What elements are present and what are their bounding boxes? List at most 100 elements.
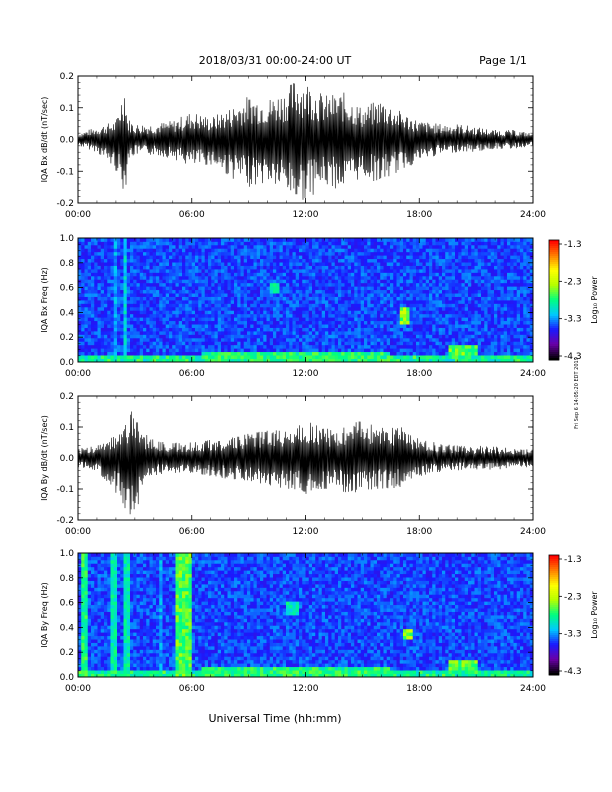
spectrogram-cell (253, 238, 258, 242)
spectrogram-cell (113, 310, 118, 315)
spectrogram-cell (182, 289, 186, 294)
spectrogram-cell (500, 310, 505, 315)
spectrogram-cell (149, 351, 154, 356)
spectrogram-cell (256, 279, 261, 284)
spectrogram-cell (256, 265, 261, 270)
spectrogram-cell (126, 341, 131, 346)
spectrogram-cell (370, 272, 375, 277)
spectrogram-cell (175, 238, 180, 242)
spectrogram-cell (347, 348, 352, 353)
spectrogram-cell (240, 344, 245, 349)
spectrogram-cell (490, 331, 495, 335)
spectrogram-cell (276, 275, 280, 280)
spectrogram-cell (477, 306, 482, 311)
spectrogram-cell (396, 296, 401, 301)
spectrogram-cell (503, 320, 508, 325)
spectrogram-cell (334, 272, 339, 277)
spectrogram-cell (503, 289, 508, 294)
spectrogram-cell (321, 344, 326, 349)
spectrogram-cell (159, 324, 163, 328)
spectrogram-cell (263, 344, 267, 349)
spectrogram-cell (120, 310, 124, 315)
spectrogram-cell (474, 269, 479, 273)
spectrogram-cell (458, 251, 462, 256)
spectrogram-cell (162, 320, 167, 325)
spectrogram-cell (208, 262, 212, 266)
spectrogram-cell (100, 358, 105, 363)
spectrogram-cell (295, 293, 300, 297)
spectrogram-cell (494, 358, 498, 363)
spectrogram-cell (188, 320, 193, 325)
spectrogram-cell (211, 320, 215, 325)
spectrogram-cell (289, 262, 293, 266)
spectrogram-cell (237, 241, 241, 246)
spectrogram-cell (227, 262, 232, 266)
spectrogram-cell (510, 320, 514, 325)
spectrogram-cell (130, 241, 134, 246)
spectrogram-cell (442, 275, 446, 280)
spectrogram-cell (321, 324, 326, 328)
spectrogram-cell (227, 244, 232, 249)
spectrogram-cell (208, 255, 212, 260)
spectrogram-cell (338, 344, 342, 349)
spectrogram-cell (120, 313, 124, 318)
spectrogram-cell (133, 275, 137, 280)
spectrogram-cell (380, 341, 384, 346)
spectrogram-cell (354, 293, 358, 297)
spectrogram-cell (325, 251, 329, 256)
spectrogram-cell (481, 320, 485, 325)
spectrogram-cell (321, 244, 326, 249)
spectrogram-cell (399, 344, 404, 349)
spectrogram-cell (214, 286, 219, 291)
spectrogram-cell (497, 324, 501, 328)
spectrogram-cell (334, 351, 339, 356)
spectrogram-cell (156, 282, 160, 287)
spectrogram-cell (468, 255, 472, 260)
spectrogram-cell (484, 265, 488, 270)
spectrogram-cell (221, 310, 225, 315)
spectrogram-cell (471, 258, 475, 263)
spectrogram-cell (503, 296, 508, 301)
spectrogram-cell (289, 310, 293, 315)
spectrogram-cell (126, 248, 131, 253)
spectrogram-cell (91, 334, 95, 339)
spectrogram-cell (156, 313, 160, 318)
spectrogram-cell (123, 296, 128, 301)
spectrogram-cell (334, 251, 339, 256)
spectrogram-cell (269, 296, 274, 301)
spectrogram-cell (279, 286, 284, 291)
spectrogram-cell (269, 358, 274, 363)
spectrogram-cell (110, 255, 115, 260)
spectrogram-cell (464, 344, 469, 349)
spectrogram-cell (289, 337, 293, 342)
spectrogram-cell (130, 313, 134, 318)
spectrogram-cell (282, 348, 287, 353)
spectrogram-cell (302, 279, 306, 284)
spectrogram-cell (445, 286, 449, 291)
spectrogram-cell (165, 244, 170, 249)
spectrogram-cell (464, 324, 469, 328)
spectrogram-cell (191, 251, 196, 256)
spectrogram-cell (243, 289, 248, 294)
spectrogram-cell (191, 344, 196, 349)
spectrogram-cell (351, 303, 355, 308)
spectrogram-cell (217, 341, 222, 346)
spectrogram-cell (302, 313, 306, 318)
spectrogram-cell (269, 337, 274, 342)
spectrogram-cell (412, 296, 417, 301)
spectrogram-cell (276, 324, 280, 328)
spectrogram-cell (113, 244, 118, 249)
spectrogram-cell (308, 282, 313, 287)
spectrogram-cell (367, 293, 371, 297)
spectrogram-cell (260, 265, 264, 270)
spectrogram-cell (260, 306, 264, 311)
spectrogram-cell (266, 303, 271, 308)
spectrogram-cell (126, 300, 131, 304)
spectrogram-cell (175, 337, 180, 342)
spectrogram-cell (292, 334, 297, 339)
spectrogram-cell (110, 275, 115, 280)
spectrogram-cell (292, 289, 297, 294)
spectrogram-cell (289, 293, 293, 297)
spectrogram-cell (188, 296, 193, 301)
spectrogram-cell (351, 331, 355, 335)
